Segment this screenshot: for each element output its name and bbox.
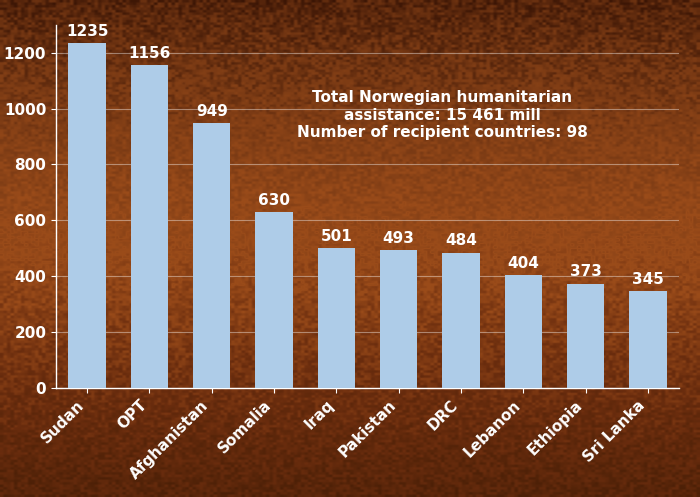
Text: 404: 404 bbox=[508, 256, 539, 271]
Text: Total Norwegian humanitarian
assistance: 15 461 mill
Number of recipient countri: Total Norwegian humanitarian assistance:… bbox=[297, 90, 588, 140]
Bar bbox=[131, 65, 168, 388]
Text: 373: 373 bbox=[570, 264, 601, 279]
Bar bbox=[256, 212, 293, 388]
Bar bbox=[567, 284, 604, 388]
Bar bbox=[442, 252, 480, 388]
Text: 345: 345 bbox=[632, 272, 664, 287]
Bar bbox=[69, 43, 106, 388]
Text: 949: 949 bbox=[196, 103, 228, 119]
Text: 1235: 1235 bbox=[66, 24, 108, 39]
Text: 1156: 1156 bbox=[128, 46, 171, 61]
Bar bbox=[318, 248, 355, 388]
Text: 630: 630 bbox=[258, 193, 290, 208]
Text: 501: 501 bbox=[321, 229, 352, 244]
Bar bbox=[193, 123, 230, 388]
Text: 484: 484 bbox=[445, 234, 477, 248]
Bar bbox=[380, 250, 417, 388]
Text: 493: 493 bbox=[383, 231, 414, 246]
Bar bbox=[629, 291, 666, 388]
Bar bbox=[505, 275, 542, 388]
